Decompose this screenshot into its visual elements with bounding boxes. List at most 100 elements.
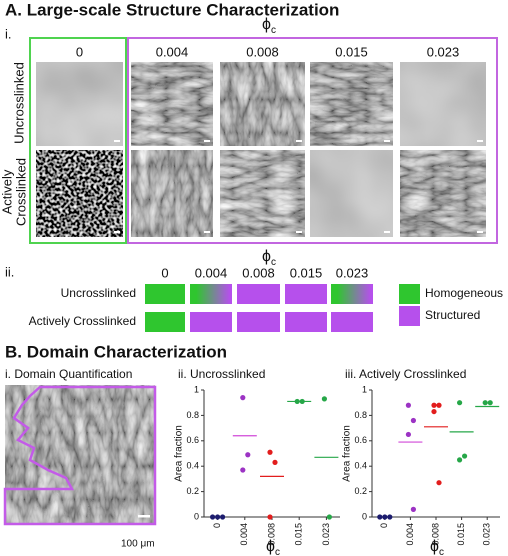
state-cell bbox=[145, 284, 185, 304]
data-point bbox=[410, 506, 416, 512]
data-point bbox=[240, 395, 246, 401]
phi: ϕ bbox=[430, 538, 439, 555]
scale-bar bbox=[204, 231, 210, 233]
data-point bbox=[387, 514, 393, 520]
chart-title: iii. Actively Crosslinked bbox=[345, 367, 466, 381]
scale-bar bbox=[138, 515, 150, 518]
scale-bar bbox=[114, 140, 120, 142]
state-cell bbox=[285, 284, 327, 304]
y-tick-label: 0.2 bbox=[186, 486, 199, 496]
data-point bbox=[245, 452, 251, 458]
data-point bbox=[431, 402, 437, 408]
phi-sub: c bbox=[275, 547, 280, 556]
data-point bbox=[382, 514, 388, 520]
y-tick-label: 0.8 bbox=[354, 410, 367, 420]
data-point bbox=[210, 514, 216, 520]
x-tick-label: 0.023 bbox=[482, 523, 492, 546]
state-cell bbox=[285, 312, 327, 332]
x-tick-label: 0.004 bbox=[239, 523, 249, 546]
data-point bbox=[482, 400, 488, 406]
y-tick-label: 0.4 bbox=[186, 461, 199, 471]
data-point bbox=[220, 514, 226, 520]
state-cell bbox=[145, 312, 185, 332]
row-label: Crosslinked bbox=[13, 158, 28, 226]
state-cell bbox=[331, 284, 373, 304]
data-point bbox=[405, 402, 411, 408]
scale-bar bbox=[296, 231, 302, 233]
data-point bbox=[240, 467, 246, 473]
scale-bar bbox=[384, 140, 390, 142]
part-label: i. Domain Quantification bbox=[5, 367, 132, 381]
x-axis-label: ϕc bbox=[430, 538, 444, 556]
y-tick-label: 0.2 bbox=[354, 486, 367, 496]
row-label: Actively Crosslinked bbox=[29, 314, 136, 328]
data-point bbox=[436, 402, 442, 408]
chart-title: ii. Uncrosslinked bbox=[178, 367, 265, 381]
part-label: ii. bbox=[5, 264, 14, 279]
data-point bbox=[462, 453, 468, 459]
data-point bbox=[405, 431, 411, 438]
column-label: 0.004 bbox=[195, 265, 228, 280]
data-point bbox=[267, 514, 273, 520]
legend-label: Structured bbox=[425, 308, 480, 322]
state-cell bbox=[190, 284, 232, 304]
panel-title: B. Domain Characterization bbox=[5, 342, 227, 361]
legend-label: Homogeneous bbox=[425, 286, 503, 300]
x-tick-label: 0 bbox=[379, 523, 389, 528]
scale-bar bbox=[384, 231, 390, 233]
part-label: i. bbox=[5, 26, 12, 41]
data-point bbox=[326, 514, 332, 520]
data-point bbox=[431, 408, 437, 415]
x-tick-label: 0.015 bbox=[456, 523, 466, 546]
micrograph bbox=[131, 150, 213, 237]
x-tick-label: 0.023 bbox=[321, 523, 331, 546]
x-axis-label: ϕc bbox=[266, 538, 280, 556]
micrograph bbox=[310, 150, 393, 237]
y-tick-label: 0 bbox=[194, 511, 199, 521]
y-tick-label: 0 bbox=[362, 511, 367, 521]
row-label: Uncrosslinked bbox=[61, 286, 136, 300]
row-label: Actively bbox=[0, 169, 14, 214]
scale-label: 100 μm bbox=[121, 539, 155, 550]
column-label: 0.015 bbox=[290, 265, 323, 280]
data-point bbox=[457, 400, 463, 406]
phi-label: ϕc bbox=[262, 248, 276, 267]
scale-bar bbox=[296, 140, 302, 142]
micrograph bbox=[5, 385, 155, 525]
scale-bar bbox=[114, 231, 120, 233]
y-tick-label: 0.4 bbox=[354, 461, 367, 471]
column-label: 0.008 bbox=[246, 44, 279, 59]
micrograph bbox=[36, 150, 123, 237]
group-box bbox=[127, 37, 498, 244]
x-tick-label: 0.008 bbox=[266, 523, 276, 546]
micrograph bbox=[400, 62, 486, 146]
row-label: Uncrosslinked bbox=[11, 62, 26, 144]
x-tick-label: 0.004 bbox=[405, 523, 415, 546]
data-point bbox=[410, 417, 416, 424]
micrograph bbox=[310, 62, 393, 146]
micrograph bbox=[220, 150, 305, 237]
y-tick-label: 0.6 bbox=[354, 435, 367, 445]
column-label: 0.004 bbox=[156, 44, 189, 59]
phi-label: ϕc bbox=[262, 16, 276, 35]
y-axis-label: Area fraction bbox=[342, 425, 353, 482]
scale-bar bbox=[477, 231, 483, 233]
column-label: 0.008 bbox=[242, 265, 275, 280]
state-cell bbox=[237, 312, 280, 332]
y-axis-label: Area fraction bbox=[174, 425, 185, 482]
phi: ϕ bbox=[262, 16, 271, 33]
micrograph bbox=[400, 150, 486, 237]
domain-outline bbox=[3, 385, 157, 526]
column-label: 0.023 bbox=[427, 44, 460, 59]
phi-sub: c bbox=[271, 257, 276, 268]
panel-title: A. Large-scale Structure Characterizatio… bbox=[5, 0, 339, 19]
state-cell bbox=[190, 312, 232, 332]
data-point bbox=[267, 449, 273, 455]
micrograph bbox=[220, 62, 305, 146]
column-label: 0 bbox=[76, 44, 83, 59]
y-tick-label: 0.8 bbox=[186, 410, 199, 420]
data-point bbox=[272, 459, 278, 465]
micrograph bbox=[36, 62, 123, 146]
legend-swatch bbox=[399, 284, 420, 304]
